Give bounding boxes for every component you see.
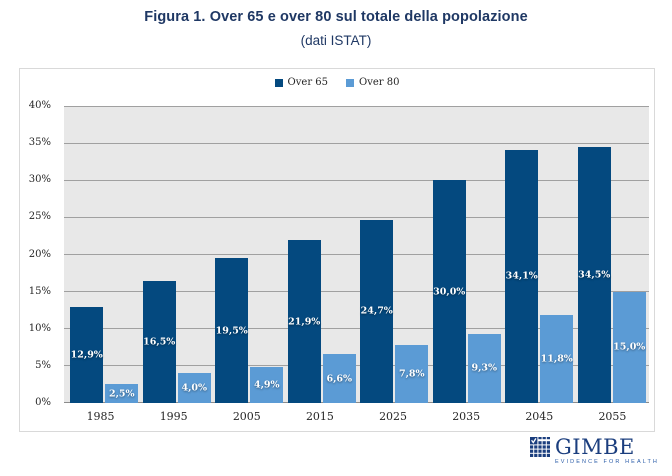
y-tick-label: 15% <box>28 285 51 297</box>
bar-group-1985: 12,9% 2,5% <box>68 106 141 403</box>
chart-frame: Over 65 Over 80 0% 5% 10% 15% 20% 25% 30% 35% 40%… <box>19 68 655 432</box>
y-tick-label: 30% <box>28 174 51 186</box>
y-tick-label: 10% <box>28 322 51 334</box>
bar-over-65-1995: 16,5% <box>142 280 176 403</box>
bar-over-65-2025: 24,7% <box>360 219 394 403</box>
bar-over-65-2015: 21,9% <box>287 240 321 403</box>
bar-groups: 12,9% 2,5% 16,5% 4,0% 19,5% 4,9% 21,9% 6,6% 24,7… <box>64 106 649 403</box>
legend-label: Over 80 <box>359 77 400 88</box>
x-tick-label: 2035 <box>452 410 481 423</box>
x-tick-label: 2015 <box>305 410 334 423</box>
gimbe-logo-wordmark: GIMBE <box>555 435 635 459</box>
gridline <box>64 142 649 144</box>
bar-value-label: 12,9% <box>70 349 103 361</box>
gridline <box>64 105 649 107</box>
y-tick-label: 25% <box>28 211 51 223</box>
bar-group-2035: 30,0% 9,3% <box>431 106 504 403</box>
bar-over-80-2025: 7,8% <box>395 345 429 403</box>
gridline <box>64 254 649 255</box>
y-tick-label: 20% <box>28 248 51 260</box>
legend-label: Over 65 <box>287 77 328 88</box>
bar-value-label: 2,5% <box>108 388 135 400</box>
bar-over-80-1995: 4,0% <box>177 373 211 403</box>
gimbe-logo: GIMBE EVIDENCE FOR HEALTH <box>530 437 659 465</box>
bar-over-80-2005: 4,9% <box>250 366 284 403</box>
plot-area: 12,9% 2,5% 16,5% 4,0% 19,5% 4,9% 21,9% 6,6% 24,7… <box>64 105 649 403</box>
gridline <box>64 291 649 293</box>
x-tick-label: 1995 <box>159 410 188 423</box>
gimbe-logo-icon <box>530 437 551 457</box>
bar-over-65-2045: 34,1% <box>505 149 539 403</box>
bar-value-label: 11,8% <box>540 353 573 365</box>
figure-title: Figura 1. Over 65 e over 80 sul totale d… <box>144 9 528 25</box>
gridline <box>64 365 649 367</box>
legend-item: Over 80 <box>346 77 399 88</box>
legend-swatch <box>274 78 283 87</box>
bar-value-label: 30,0% <box>433 286 466 298</box>
x-tick-label: 2005 <box>232 410 261 423</box>
bar-value-label: 9,3% <box>471 362 498 374</box>
figure-subtitle: (dati ISTAT) <box>300 33 372 48</box>
bar-value-label: 19,5% <box>215 325 248 337</box>
bar-value-label: 34,1% <box>505 270 538 282</box>
bar-group-2005: 19,5% 4,9% <box>213 106 286 403</box>
y-tick-label: 40% <box>28 100 51 111</box>
y-tick-label: 35% <box>28 137 51 149</box>
bar-over-65-2055: 34,5% <box>577 146 611 403</box>
bar-over-80-2045: 11,8% <box>540 315 574 403</box>
bar-value-label: 16,5% <box>143 336 176 348</box>
x-axis-labels: 1985 1995 2005 2015 2025 2035 2045 2055 <box>64 410 649 423</box>
bar-over-65-2035: 30,0% <box>432 180 466 403</box>
y-tick-label: 0% <box>35 397 51 408</box>
bar-group-2025: 24,7% 7,8% <box>358 106 431 403</box>
bar-value-label: 21,9% <box>288 316 321 328</box>
bar-over-80-2015: 6,6% <box>322 354 356 403</box>
bar-value-label: 6,6% <box>326 373 353 384</box>
x-tick-label: 2025 <box>379 410 408 423</box>
x-tick-label: 2045 <box>525 410 554 423</box>
bar-value-label: 15,0% <box>613 341 646 353</box>
bar-group-2045: 34,1% 11,8% <box>503 106 576 403</box>
legend-item: Over 65 <box>274 77 328 88</box>
chart-legend: Over 65 Over 80 <box>20 77 654 88</box>
bar-value-label: 4,9% <box>253 379 280 391</box>
bar-over-65-1985: 12,9% <box>70 307 104 403</box>
bar-value-label: 7,8% <box>398 368 425 380</box>
bar-over-80-2035: 9,3% <box>467 333 501 403</box>
bar-value-label: 4,0% <box>181 382 208 394</box>
bar-group-1995: 16,5% 4,0% <box>141 106 214 403</box>
bar-over-80-2055: 15,0% <box>612 291 646 403</box>
bar-group-2055: 34,5% 15,0% <box>576 106 649 403</box>
x-tick-label: 1985 <box>86 410 115 423</box>
bar-group-2015: 21,9% 6,6% <box>286 106 359 403</box>
bar-over-80-1985: 2,5% <box>105 384 139 403</box>
gridline <box>64 402 649 403</box>
gridline <box>64 179 649 181</box>
y-axis-labels: 0% 5% 10% 15% 20% 25% 30% 35% 40% <box>20 100 58 408</box>
gridline <box>64 216 649 218</box>
gimbe-logo-tagline: EVIDENCE FOR HEALTH <box>555 459 659 465</box>
bar-value-label: 34,5% <box>578 269 611 281</box>
gridline <box>64 328 649 330</box>
bar-over-65-2005: 19,5% <box>215 258 249 403</box>
legend-swatch <box>346 78 354 87</box>
bar-value-label: 24,7% <box>360 305 393 317</box>
y-tick-label: 5% <box>35 359 51 371</box>
x-tick-label: 2055 <box>598 410 627 423</box>
